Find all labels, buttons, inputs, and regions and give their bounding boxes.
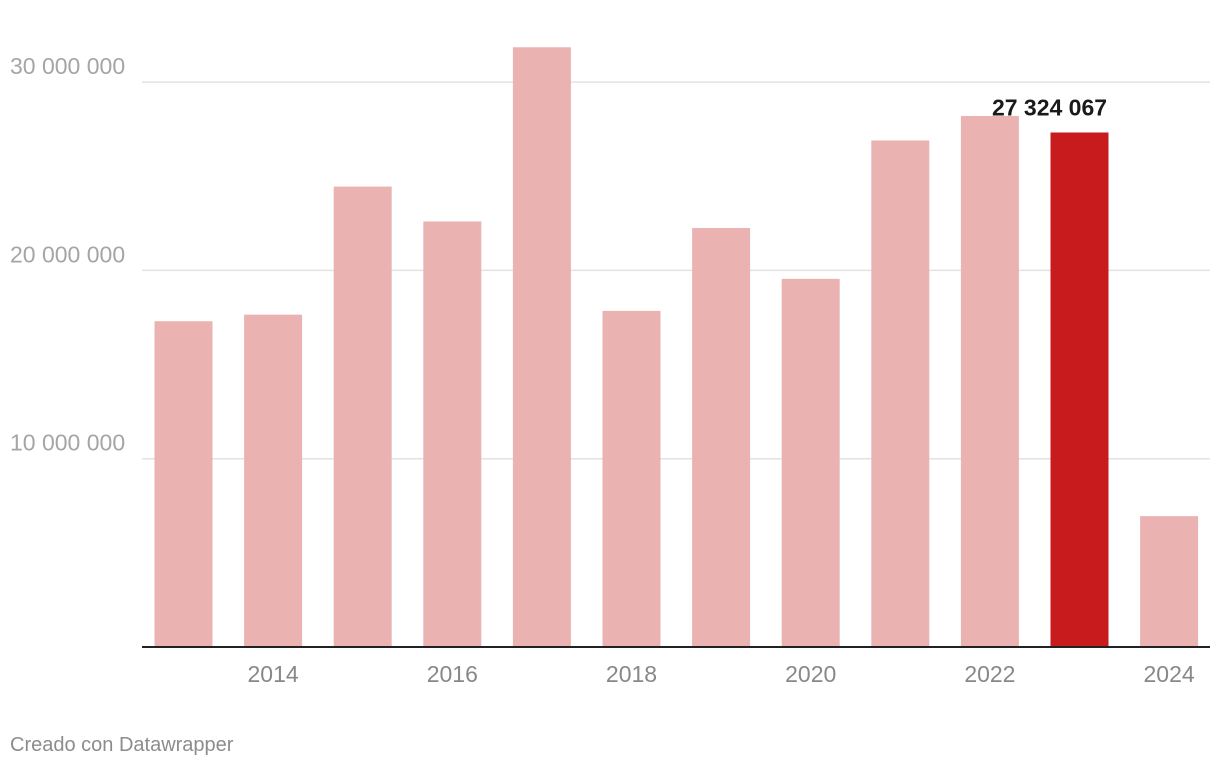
bar-2020 (781, 278, 840, 647)
x-tick-label: 2022 (964, 661, 1015, 687)
bar-2019 (692, 228, 751, 647)
y-axis-tick-labels: 10 000 000 20 000 000 30 000 000 (10, 53, 125, 456)
x-tick-label: 2024 (1144, 661, 1195, 687)
y-tick-label: 30 000 000 (10, 53, 125, 79)
x-tick-label: 2014 (248, 661, 299, 687)
bar-2016 (423, 221, 482, 647)
bar-2018 (602, 310, 661, 647)
bar-2013 (154, 321, 213, 647)
bar-2015 (333, 186, 392, 647)
x-axis-tick-labels: 2014 2016 2018 2020 2022 2024 (248, 661, 1195, 687)
bar-2023 (1050, 132, 1109, 648)
x-tick-label: 2018 (606, 661, 657, 687)
y-tick-label: 20 000 000 (10, 241, 125, 267)
bar-2021 (871, 140, 930, 647)
bars (154, 47, 1199, 648)
chart-credit[interactable]: Creado con Datawrapper (10, 734, 234, 756)
bar-2017 (512, 47, 571, 647)
bar-2014 (244, 314, 303, 647)
y-tick-label: 10 000 000 (10, 430, 125, 456)
x-tick-label: 2016 (427, 661, 478, 687)
bar-2022 (960, 115, 1019, 647)
bar-2024 (1140, 516, 1199, 647)
data-labels: 27 324 067 (992, 94, 1107, 120)
grid-lines (142, 81, 1210, 460)
data-label: 27 324 067 (992, 94, 1107, 120)
x-tick-label: 2020 (785, 661, 836, 687)
